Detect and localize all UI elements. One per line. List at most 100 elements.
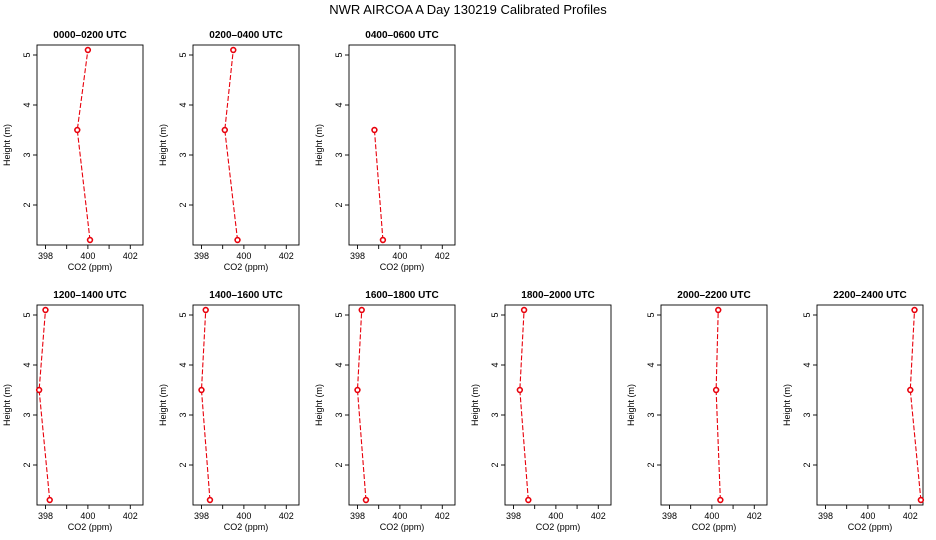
panel: 0000–0200 UTC 398 400 402 2 3 4 5 CO2 (ppm) Heigh… — [2, 30, 144, 272]
data-point — [84, 46, 92, 54]
data-point — [907, 386, 914, 394]
y-tick-label: 2 — [646, 462, 656, 467]
panel-title: 1200–1400 UTC — [53, 290, 126, 301]
data-point — [206, 496, 214, 504]
plot-frame — [504, 304, 612, 506]
profile-line — [224, 49, 239, 241]
y-tick-label: 4 — [22, 362, 32, 367]
panel-grid: 0000–0200 UTC 398 400 402 2 3 4 5 CO2 (ppm) Heigh… — [2, 30, 925, 532]
y-tick-label: 3 — [178, 412, 188, 417]
x-tick-label: 400 — [80, 511, 95, 521]
profile-line — [76, 49, 91, 241]
y-tick-label: 5 — [178, 312, 188, 317]
data-point — [35, 386, 43, 394]
panel-title: 2000–2200 UTC — [677, 290, 750, 301]
x-tick-label: 398 — [194, 251, 209, 261]
y-tick-label: 5 — [646, 312, 656, 317]
x-tick-label: 400 — [704, 511, 719, 521]
y-axis-label: Height (m) — [158, 384, 168, 426]
data-point — [362, 496, 370, 504]
y-tick-label: 5 — [802, 312, 812, 317]
y-tick-label: 2 — [802, 462, 812, 467]
profile-line — [373, 129, 384, 241]
x-tick-label: 398 — [350, 511, 365, 521]
profile-line — [356, 309, 367, 501]
x-axis-label: CO2 (ppm) — [380, 522, 425, 532]
x-tick-label: 402 — [435, 251, 450, 261]
data-point — [234, 236, 241, 244]
plot-frame — [816, 304, 924, 506]
profile-line — [38, 309, 51, 501]
x-tick-label: 400 — [392, 251, 407, 261]
x-tick-label: 400 — [392, 511, 407, 521]
data-point — [911, 306, 918, 314]
data-point — [525, 496, 532, 504]
data-point — [354, 386, 361, 394]
x-tick-label: 400 — [80, 251, 95, 261]
x-axis-label: CO2 (ppm) — [536, 522, 581, 532]
x-tick-label: 398 — [662, 511, 677, 521]
x-axis-label: CO2 (ppm) — [380, 262, 425, 272]
x-tick-label: 402 — [591, 511, 606, 521]
y-tick-label: 5 — [22, 52, 32, 57]
y-tick-label: 4 — [334, 362, 344, 367]
panel: 1600–1800 UTC 398 400 402 2 3 4 5 CO2 (ppm) Heigh… — [314, 290, 456, 532]
x-tick-label: 400 — [548, 511, 563, 521]
data-point — [379, 236, 387, 244]
panel-title: 1400–1600 UTC — [209, 290, 282, 301]
y-tick-label: 3 — [802, 412, 812, 417]
profile-line — [519, 309, 529, 501]
data-point — [74, 126, 81, 134]
plot-frame — [348, 44, 456, 246]
y-tick-label: 3 — [178, 152, 188, 157]
data-point — [202, 306, 209, 314]
panel-title: 0000–0200 UTC — [53, 30, 126, 41]
x-tick-label: 398 — [818, 511, 833, 521]
y-axis-label: Height (m) — [314, 384, 324, 426]
data-point — [917, 496, 925, 504]
y-tick-label: 4 — [802, 362, 812, 367]
y-tick-label: 3 — [22, 412, 32, 417]
plot-frame — [36, 44, 144, 246]
y-tick-label: 4 — [22, 102, 32, 107]
x-tick-label: 400 — [860, 511, 875, 521]
panel-title: 1800–2000 UTC — [521, 290, 594, 301]
data-point — [230, 46, 237, 54]
y-tick-label: 4 — [178, 362, 188, 367]
y-axis-label: Height (m) — [2, 384, 12, 426]
x-tick-label: 398 — [38, 511, 53, 521]
plot-frame — [36, 304, 144, 506]
y-tick-label: 4 — [178, 102, 188, 107]
y-tick-label: 5 — [334, 312, 344, 317]
x-tick-label: 400 — [236, 511, 251, 521]
y-tick-label: 5 — [490, 312, 500, 317]
y-tick-label: 2 — [490, 462, 500, 467]
profile-line — [200, 309, 211, 501]
y-tick-label: 2 — [334, 202, 344, 207]
x-tick-label: 400 — [236, 251, 251, 261]
panel: 2200–2400 UTC 398 400 402 2 3 4 5 CO2 (ppm) Heigh… — [782, 290, 925, 532]
plot-frame — [192, 44, 300, 246]
data-point — [221, 126, 229, 134]
x-tick-label: 402 — [279, 251, 294, 261]
data-point — [516, 386, 524, 394]
data-point — [371, 126, 378, 134]
panel: 1800–2000 UTC 398 400 402 2 3 4 5 CO2 (ppm) Heigh… — [470, 290, 612, 532]
panel-title: 0200–0400 UTC — [209, 30, 282, 41]
data-point — [712, 386, 720, 394]
y-axis-label: Height (m) — [782, 384, 792, 426]
x-tick-label: 402 — [123, 511, 138, 521]
data-point — [715, 306, 722, 314]
y-tick-label: 3 — [334, 412, 344, 417]
panel: 2000–2200 UTC 398 400 402 2 3 4 5 CO2 (ppm) Heigh… — [626, 290, 768, 532]
data-point — [520, 306, 528, 314]
data-point — [46, 496, 53, 504]
x-tick-label: 398 — [38, 251, 53, 261]
data-point — [86, 236, 94, 244]
y-tick-label: 2 — [334, 462, 344, 467]
x-tick-label: 402 — [903, 511, 918, 521]
x-axis-label: CO2 (ppm) — [224, 522, 269, 532]
y-axis-label: Height (m) — [470, 384, 480, 426]
y-tick-label: 2 — [178, 202, 188, 207]
data-point — [42, 306, 49, 314]
